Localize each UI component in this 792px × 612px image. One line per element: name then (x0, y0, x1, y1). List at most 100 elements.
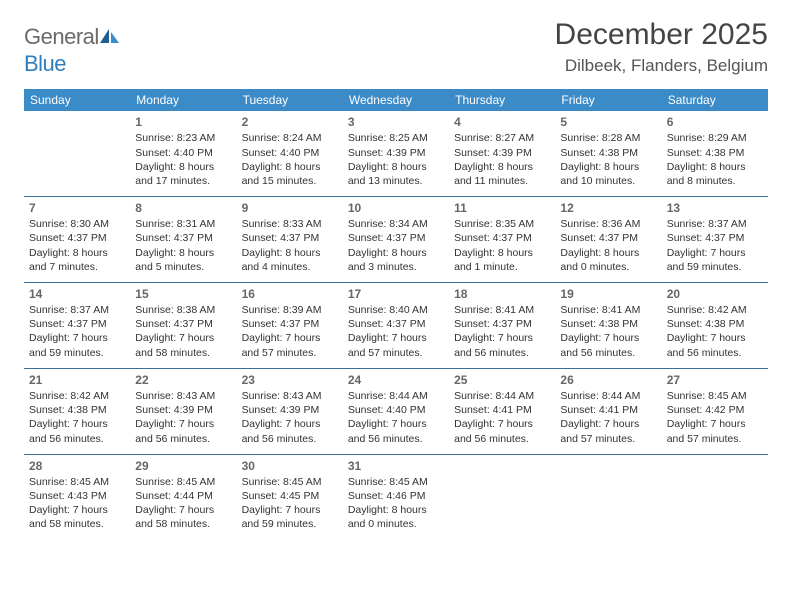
calendar-cell: 17Sunrise: 8:40 AMSunset: 4:37 PMDayligh… (343, 282, 449, 368)
calendar-cell: 13Sunrise: 8:37 AMSunset: 4:37 PMDayligh… (662, 197, 768, 283)
day-number: 10 (348, 200, 444, 216)
cell-line: Sunrise: 8:39 AM (242, 303, 338, 317)
calendar-cell: 19Sunrise: 8:41 AMSunset: 4:38 PMDayligh… (555, 282, 661, 368)
day-number: 18 (454, 286, 550, 302)
cell-line: Daylight: 7 hours (242, 417, 338, 431)
day-number: 3 (348, 114, 444, 130)
cell-line: and 0 minutes. (348, 517, 444, 531)
calendar-week-row: 7Sunrise: 8:30 AMSunset: 4:37 PMDaylight… (24, 197, 768, 283)
calendar-cell: 21Sunrise: 8:42 AMSunset: 4:38 PMDayligh… (24, 368, 130, 454)
calendar-cell: 3Sunrise: 8:25 AMSunset: 4:39 PMDaylight… (343, 111, 449, 196)
cell-line: Sunrise: 8:33 AM (242, 217, 338, 231)
cell-line: Daylight: 7 hours (29, 503, 125, 517)
logo: GeneralBlue (24, 18, 120, 77)
cell-line: Sunset: 4:37 PM (454, 317, 550, 331)
cell-line: Sunset: 4:37 PM (348, 317, 444, 331)
cell-line: Daylight: 7 hours (560, 417, 656, 431)
cell-line: and 11 minutes. (454, 174, 550, 188)
cell-line: Daylight: 7 hours (135, 503, 231, 517)
day-number: 22 (135, 372, 231, 388)
day-header: Thursday (449, 89, 555, 111)
cell-line: and 56 minutes. (348, 432, 444, 446)
cell-line: Daylight: 8 hours (560, 160, 656, 174)
day-header: Wednesday (343, 89, 449, 111)
day-number: 27 (667, 372, 763, 388)
cell-line: Sunrise: 8:37 AM (29, 303, 125, 317)
calendar-cell: 30Sunrise: 8:45 AMSunset: 4:45 PMDayligh… (237, 454, 343, 539)
calendar-cell: 23Sunrise: 8:43 AMSunset: 4:39 PMDayligh… (237, 368, 343, 454)
cell-line: Daylight: 7 hours (667, 417, 763, 431)
logo-text: GeneralBlue (24, 24, 120, 77)
cell-line: Daylight: 7 hours (29, 417, 125, 431)
calendar-cell: 20Sunrise: 8:42 AMSunset: 4:38 PMDayligh… (662, 282, 768, 368)
calendar-cell: 11Sunrise: 8:35 AMSunset: 4:37 PMDayligh… (449, 197, 555, 283)
cell-line: Sunset: 4:39 PM (348, 146, 444, 160)
cell-line: Daylight: 8 hours (348, 246, 444, 260)
cell-line: and 56 minutes. (29, 432, 125, 446)
cell-line: and 58 minutes. (135, 346, 231, 360)
cell-line: Sunrise: 8:44 AM (348, 389, 444, 403)
cell-line: Daylight: 7 hours (560, 331, 656, 345)
cell-line: Sunrise: 8:41 AM (454, 303, 550, 317)
calendar-cell: 28Sunrise: 8:45 AMSunset: 4:43 PMDayligh… (24, 454, 130, 539)
cell-line: Daylight: 8 hours (242, 160, 338, 174)
cell-line: Sunset: 4:39 PM (454, 146, 550, 160)
cell-line: Daylight: 8 hours (667, 160, 763, 174)
calendar-cell: 29Sunrise: 8:45 AMSunset: 4:44 PMDayligh… (130, 454, 236, 539)
day-number: 5 (560, 114, 656, 130)
day-number: 7 (29, 200, 125, 216)
calendar-cell: 27Sunrise: 8:45 AMSunset: 4:42 PMDayligh… (662, 368, 768, 454)
cell-line: Daylight: 7 hours (454, 331, 550, 345)
calendar-cell: 31Sunrise: 8:45 AMSunset: 4:46 PMDayligh… (343, 454, 449, 539)
cell-line: Sunrise: 8:42 AM (667, 303, 763, 317)
cell-line: Sunrise: 8:41 AM (560, 303, 656, 317)
cell-line: and 15 minutes. (242, 174, 338, 188)
cell-line: Daylight: 7 hours (242, 503, 338, 517)
cell-line: Sunrise: 8:23 AM (135, 131, 231, 145)
cell-line: Sunrise: 8:27 AM (454, 131, 550, 145)
cell-line: Sunset: 4:38 PM (667, 146, 763, 160)
day-number: 17 (348, 286, 444, 302)
calendar-week-row: 1Sunrise: 8:23 AMSunset: 4:40 PMDaylight… (24, 111, 768, 196)
cell-line: Daylight: 8 hours (29, 246, 125, 260)
day-number: 26 (560, 372, 656, 388)
calendar-cell (555, 454, 661, 539)
cell-line: Sunset: 4:40 PM (348, 403, 444, 417)
cell-line: Sunset: 4:42 PM (667, 403, 763, 417)
month-title: December 2025 (555, 18, 768, 52)
cell-line: Daylight: 7 hours (29, 331, 125, 345)
cell-line: Sunset: 4:39 PM (135, 403, 231, 417)
day-header: Monday (130, 89, 236, 111)
day-number: 30 (242, 458, 338, 474)
cell-line: Sunrise: 8:45 AM (29, 475, 125, 489)
cell-line: and 56 minutes. (560, 346, 656, 360)
cell-line: Sunrise: 8:44 AM (560, 389, 656, 403)
calendar-cell: 14Sunrise: 8:37 AMSunset: 4:37 PMDayligh… (24, 282, 130, 368)
cell-line: Sunrise: 8:31 AM (135, 217, 231, 231)
cell-line: Daylight: 8 hours (454, 246, 550, 260)
cell-line: Sunrise: 8:42 AM (29, 389, 125, 403)
calendar-cell: 15Sunrise: 8:38 AMSunset: 4:37 PMDayligh… (130, 282, 236, 368)
cell-line: Daylight: 7 hours (667, 331, 763, 345)
calendar-cell: 22Sunrise: 8:43 AMSunset: 4:39 PMDayligh… (130, 368, 236, 454)
cell-line: Sunset: 4:41 PM (560, 403, 656, 417)
cell-line: Daylight: 7 hours (348, 417, 444, 431)
day-number: 28 (29, 458, 125, 474)
cell-line: Sunset: 4:37 PM (29, 231, 125, 245)
cell-line: Sunset: 4:38 PM (667, 317, 763, 331)
cell-line: and 57 minutes. (242, 346, 338, 360)
cell-line: Sunrise: 8:45 AM (135, 475, 231, 489)
cell-line: Daylight: 8 hours (242, 246, 338, 260)
cell-line: Sunset: 4:41 PM (454, 403, 550, 417)
cell-line: and 56 minutes. (454, 432, 550, 446)
header: GeneralBlue December 2025 Dilbeek, Fland… (24, 18, 768, 77)
logo-word-blue: Blue (24, 51, 66, 76)
cell-line: Sunrise: 8:29 AM (667, 131, 763, 145)
cell-line: Sunset: 4:37 PM (135, 317, 231, 331)
cell-line: Sunrise: 8:38 AM (135, 303, 231, 317)
calendar-cell: 1Sunrise: 8:23 AMSunset: 4:40 PMDaylight… (130, 111, 236, 196)
cell-line: Sunset: 4:38 PM (560, 317, 656, 331)
cell-line: Sunset: 4:37 PM (667, 231, 763, 245)
calendar-week-row: 28Sunrise: 8:45 AMSunset: 4:43 PMDayligh… (24, 454, 768, 539)
cell-line: Daylight: 7 hours (454, 417, 550, 431)
